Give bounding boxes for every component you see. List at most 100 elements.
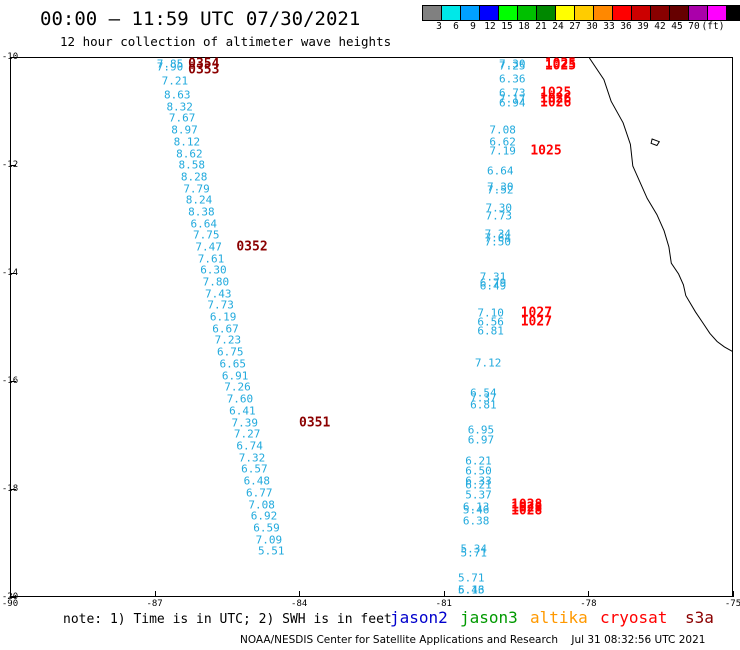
wave-height-label: 7.30: [485, 201, 513, 215]
wave-height-label: 6.30: [200, 263, 227, 277]
wave-height-label: 7.67: [168, 111, 196, 125]
wave-height-label: 6.13: [458, 583, 485, 597]
wave-height-label: 5.71: [460, 546, 487, 560]
wave-height-label: 7.64: [484, 231, 512, 245]
wave-height-label: 7.34: [484, 227, 512, 240]
wave-height-label: 6.67: [212, 322, 239, 336]
lon-tick: [154, 591, 156, 597]
wave-height-label: 6.49: [479, 279, 507, 293]
colorbar-label: 15: [501, 21, 513, 32]
lon-tick-label: -84: [291, 599, 308, 609]
colorbar-label: 3: [436, 21, 442, 32]
wave-height-label: 7.90: [156, 60, 184, 74]
pass-time-label: 0354: [188, 56, 220, 72]
wave-height-label: 7.10: [477, 306, 504, 320]
pass-time-label: 1027: [520, 305, 553, 321]
wave-height-label: 7.26: [224, 380, 251, 394]
pass-time-label: 1027: [520, 314, 553, 330]
colorbar-label: 30: [586, 21, 598, 32]
lat-tick: [10, 597, 16, 598]
colorbar-label: 21: [535, 21, 547, 32]
lat-tick: [10, 489, 16, 490]
lon-tick-label: -90: [1, 599, 19, 609]
wave-height-label: 5.46: [458, 583, 485, 597]
legend-jason2: jason2: [390, 608, 448, 627]
wave-height-label: 7.52: [486, 183, 514, 197]
wave-height-label: 7.30: [499, 57, 526, 71]
colorbar-label: 12: [484, 21, 496, 32]
wave-height-label: 6.94: [499, 96, 526, 110]
pass-time-label: 0351: [299, 415, 331, 430]
legend-altika: altika: [530, 608, 588, 627]
wave-height-label: 6.95: [467, 423, 495, 437]
wave-height-label: 7.75: [192, 228, 220, 242]
colorbar-label: 42: [654, 21, 666, 32]
wave-height-label: 7.08: [248, 498, 275, 512]
wave-height-label: 6.57: [241, 462, 268, 476]
colorbar-label: 70: [688, 21, 700, 32]
lon-tick: [10, 591, 11, 597]
wave-height-label: 8.62: [176, 147, 203, 161]
colorbar: [422, 5, 740, 21]
lat-tick: [10, 165, 16, 166]
wave-height-label: 5.51: [258, 544, 285, 558]
credit-text: NOAA/NESDIS Center for Satellite Applica…: [240, 634, 558, 646]
wave-height-label: 6.64: [486, 164, 514, 178]
wave-height-label: 8.63: [164, 88, 191, 102]
colorbar-swatch: [726, 5, 740, 21]
pass-time-label: 1025: [540, 85, 572, 101]
wave-height-label: 7.21: [161, 74, 189, 88]
footer-note: note: 1) Time is in UTC; 2) SWH is in fe…: [63, 612, 392, 627]
wave-height-label: 7.85: [156, 57, 184, 71]
colorbar-swatch: [498, 5, 518, 21]
wave-height-label: 6.62: [489, 135, 516, 149]
lon-tick: [733, 591, 734, 597]
wave-height-label: 8.28: [180, 170, 208, 184]
colorbar-swatch: [574, 5, 594, 21]
wave-height-label: 7.32: [238, 451, 266, 465]
colorbar-label: 24: [552, 21, 564, 32]
colorbar-swatch: [441, 5, 461, 21]
pass-time-label: 1025: [544, 58, 577, 74]
wave-height-label: 6.59: [253, 521, 280, 535]
footer-credit: NOAA/NESDIS Center for Satellite Applica…: [240, 634, 705, 646]
wave-height-label: 8.32: [166, 100, 193, 114]
colorbar-swatch: [631, 5, 651, 21]
lon-tick: [588, 591, 590, 597]
pass-time-label: 1028: [511, 503, 543, 519]
colorbar-label: 45: [671, 21, 683, 32]
colorbar-swatch: [612, 5, 632, 21]
coastline-path: [588, 58, 732, 352]
legend-s3a: s3a: [685, 608, 714, 627]
colorbar-swatch: [555, 5, 575, 21]
wave-height-label: 8.58: [178, 158, 206, 172]
wave-height-label: 6.13: [462, 500, 490, 514]
colorbar-label: 18: [518, 21, 530, 32]
wave-height-label: 7.17: [499, 92, 526, 106]
wave-height-label: 6.48: [243, 474, 271, 488]
wave-height-label: 8.24: [185, 193, 213, 207]
wave-height-label: 6.74: [236, 439, 263, 453]
wave-height-label: 6.21: [465, 478, 492, 492]
pass-time-label: 1026: [540, 95, 572, 111]
wave-height-label: 7.23: [214, 333, 242, 347]
wave-height-label: 5.37: [465, 488, 492, 502]
timestamp-text: Jul 31 08:32:56 UTC 2021: [571, 634, 706, 646]
colorbar-swatch: [707, 5, 727, 21]
lon-tick: [443, 591, 445, 597]
wave-height-label: 6.77: [245, 486, 273, 500]
colorbar-swatch: [688, 5, 708, 21]
lon-tick-label: -75: [724, 599, 740, 609]
legend-cryosat: cryosat: [600, 608, 668, 627]
wave-height-label: 7.08: [489, 123, 516, 137]
pass-time-label: 0353: [188, 62, 220, 78]
pass-time-label: 1028: [511, 497, 543, 513]
wave-height-label: 7.09: [255, 533, 283, 547]
colorbar-label: 9: [470, 21, 476, 32]
wave-height-label: 6.19: [209, 310, 237, 324]
wave-height-label: 6.54: [470, 386, 497, 400]
colorbar-swatch: [460, 5, 480, 21]
wave-height-label: 6.38: [462, 514, 490, 528]
wave-height-label: 7.30: [486, 180, 514, 194]
wave-height-label: 7.43: [205, 287, 232, 301]
